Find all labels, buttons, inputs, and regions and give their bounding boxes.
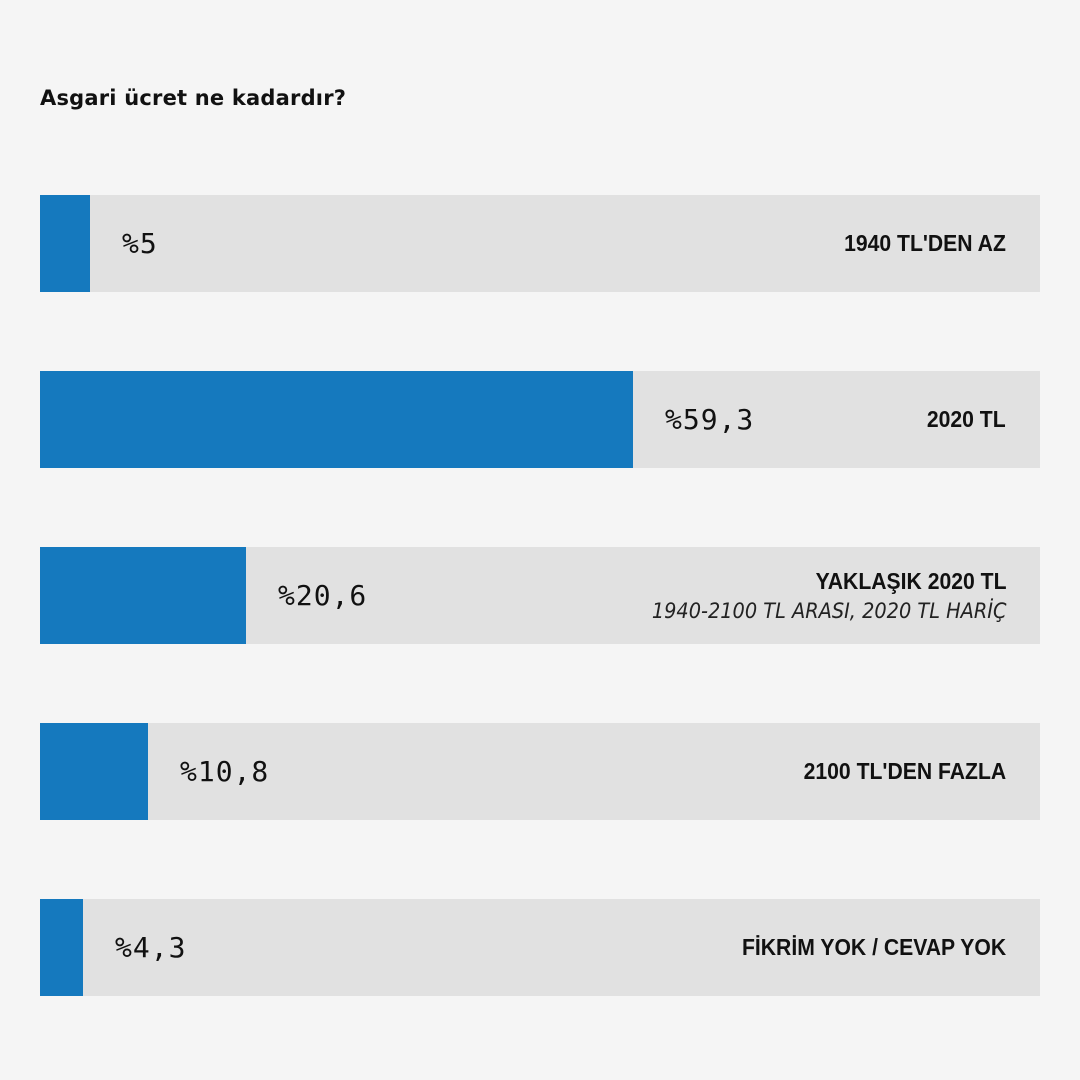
bar-category: YAKLAŞIK 2020 TL 1940-2100 TL ARASI, 2020… bbox=[621, 547, 1006, 644]
bar-value-label: %59,3 bbox=[665, 403, 755, 436]
bar-row: %20,6 YAKLAŞIK 2020 TL 1940-2100 TL ARASI,… bbox=[40, 547, 1040, 644]
bar-fill bbox=[40, 547, 246, 644]
bar-category-label: FİKRİM YOK / CEVAP YOK bbox=[741, 934, 1006, 960]
bar-value-label: %10,8 bbox=[180, 755, 270, 788]
bar-fill bbox=[40, 195, 90, 292]
bar-fill bbox=[40, 899, 83, 996]
bar-category: 1940 TL'DEN AZ bbox=[830, 195, 1006, 292]
bar-value-label: %4,3 bbox=[115, 931, 187, 964]
bar-row: %4,3 FİKRİM YOK / CEVAP YOK bbox=[40, 899, 1040, 996]
bar-category: 2100 TL'DEN FAZLA bbox=[786, 723, 1006, 820]
bar-category-label: 2100 TL'DEN FAZLA bbox=[803, 758, 1006, 784]
bar-category: FİKRİM YOK / CEVAP YOK bbox=[719, 899, 1006, 996]
bar-fill bbox=[40, 371, 633, 468]
bar-row: %59,3 2020 TL bbox=[40, 371, 1040, 468]
bar-category-label: 2020 TL bbox=[927, 406, 1006, 432]
bar-fill bbox=[40, 723, 148, 820]
bar-category-label: 1940 TL'DEN AZ bbox=[844, 230, 1006, 256]
bar-value-label: %5 bbox=[122, 227, 158, 260]
bar-row: %10,8 2100 TL'DEN FAZLA bbox=[40, 723, 1040, 820]
bar-category: 2020 TL bbox=[920, 371, 1006, 468]
bar-chart: %5 1940 TL'DEN AZ %59,3 2020 TL %20,6 YAKLAŞI… bbox=[40, 0, 1040, 1080]
bar-value-label: %20,6 bbox=[278, 579, 368, 612]
bar-row: %5 1940 TL'DEN AZ bbox=[40, 195, 1040, 292]
bar-category-sublabel: 1940-2100 TL ARASI, 2020 TL HARİÇ bbox=[651, 599, 1006, 623]
bar-category-label: YAKLAŞIK 2020 TL bbox=[815, 568, 1006, 594]
chart-title: Asgari ücret ne kadardır? bbox=[40, 86, 347, 110]
